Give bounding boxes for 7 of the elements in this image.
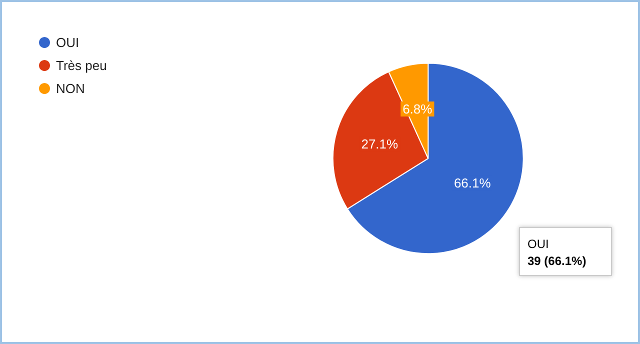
legend-label: OUI: [56, 35, 80, 50]
data-label: 27.1%: [361, 136, 399, 152]
legend-label: NON: [56, 81, 85, 96]
data-label: 6.8%: [402, 101, 433, 116]
legend-label: Très peu: [56, 58, 107, 73]
text: OUI 39 (66.1%): [528, 237, 586, 268]
data-label: 66.1%: [454, 175, 492, 190]
